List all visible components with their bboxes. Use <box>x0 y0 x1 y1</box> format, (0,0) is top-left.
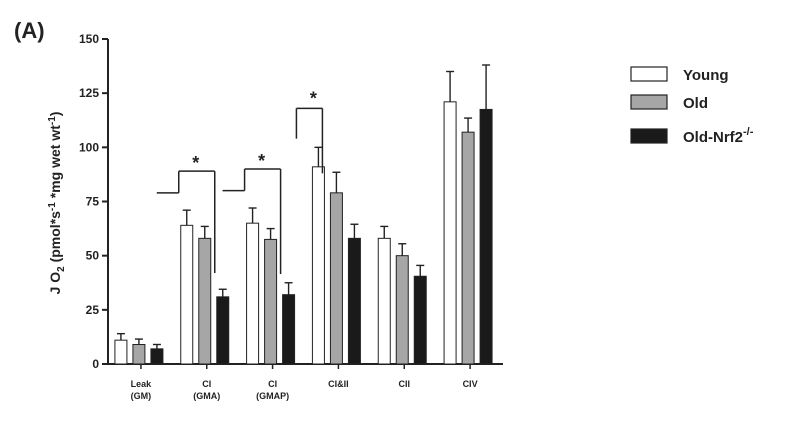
y-tick-label: 50 <box>86 249 100 263</box>
x-tick-label: CI&II <box>328 379 349 389</box>
bar-young <box>377 237 391 365</box>
legend: Young Old Old-Nrf2-/- <box>630 66 754 146</box>
bar-young <box>443 101 457 365</box>
y-title-close: ) <box>47 112 63 117</box>
y-tick-label: 75 <box>86 195 100 209</box>
x-tick-label-line2: (GM) <box>131 391 152 401</box>
legend-label-old: Old <box>683 95 708 112</box>
x-tick-label: CIV <box>463 379 478 389</box>
x-axis: Leak (GM) CI (GMA) CI (GMAP) CI&II CII CIV <box>108 363 503 401</box>
x-tick-label: Leak <box>131 379 153 389</box>
y-tick-label: 25 <box>86 303 100 317</box>
y-title-sup2: -1 <box>47 116 58 125</box>
bar-old-nrf2 <box>282 294 296 365</box>
legend-label-old-nrf2: Old-Nrf2-/- <box>683 126 754 146</box>
legend-swatch-old <box>630 94 668 110</box>
legend-swatch-young <box>630 66 668 82</box>
sig-star: * <box>258 151 265 171</box>
bar-old <box>132 344 146 365</box>
legend-label-young: Young <box>683 67 729 84</box>
bar-old-nrf2 <box>216 296 230 365</box>
y-axis-title: J O2 (pmol*s-1 *mg wet wt-1) <box>47 112 67 295</box>
y-tick-label: 100 <box>79 140 99 154</box>
y-tick-label: 125 <box>79 86 99 100</box>
x-tick-label-line2: (GMA) <box>193 391 220 401</box>
bar-young <box>180 224 194 365</box>
legend-swatch-old-nrf2 <box>630 128 668 144</box>
y-title-unit-a: (pmol*s <box>47 211 63 266</box>
bar-old <box>461 131 475 365</box>
bar-young <box>246 222 260 365</box>
bar-old <box>395 255 409 365</box>
bar-young <box>311 166 325 365</box>
bar-old-nrf2 <box>413 275 427 365</box>
y-title-sup1: -1 <box>47 202 58 211</box>
y-title-main: J O <box>47 272 63 295</box>
bar-old <box>198 237 212 365</box>
bars <box>114 64 493 365</box>
significance-markers: * * * <box>156 88 324 275</box>
y-tick-label: 150 <box>79 32 99 46</box>
x-tick-label-line2: (GMAP) <box>256 391 289 401</box>
y-title-sub: 2 <box>56 266 67 272</box>
bar-old-nrf2 <box>479 108 493 365</box>
y-title-unit-b: *mg wet wt <box>47 125 63 202</box>
y-axis-title-text: J O2 (pmol*s-1 *mg wet wt-1) <box>47 112 67 295</box>
y-axis: 0 25 50 75 100 125 150 <box>79 32 109 371</box>
bar-old <box>264 238 278 365</box>
x-tick-label: CII <box>398 379 410 389</box>
y-tick-label: 0 <box>92 357 99 371</box>
panel-label: (A) <box>14 18 45 43</box>
bar-old <box>329 192 343 365</box>
sig-star: * <box>192 153 199 173</box>
x-tick-label: CI <box>202 379 211 389</box>
x-tick-label: CI <box>268 379 277 389</box>
bar-old-nrf2 <box>347 237 361 365</box>
bar-young <box>114 339 128 365</box>
sig-star: * <box>310 88 317 108</box>
bar-old-nrf2 <box>150 348 164 365</box>
